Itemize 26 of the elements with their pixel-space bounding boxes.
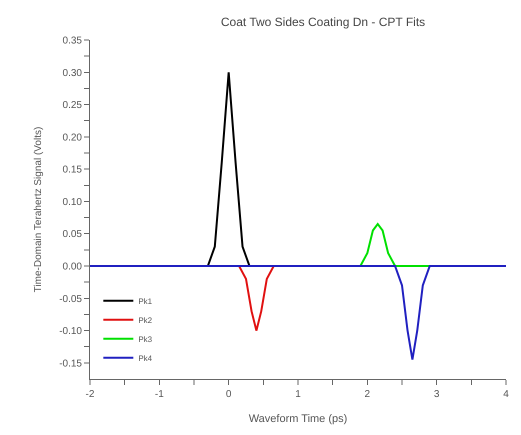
x-tick-label: 2 bbox=[364, 389, 371, 400]
legend-label: Pk4 bbox=[138, 354, 153, 363]
line-series bbox=[90, 265, 506, 361]
x-tick-label: 1 bbox=[295, 389, 302, 400]
x-tick-label: -1 bbox=[154, 389, 164, 400]
x-axis-title: Waveform Time (ps) bbox=[248, 413, 348, 426]
chart-title: Coat Two Sides Coating Dn - CPT Fits bbox=[220, 14, 426, 29]
y-tick-label: -0.10 bbox=[59, 326, 82, 338]
legend-label: Pk3 bbox=[138, 334, 153, 344]
y-tick-label: 0.10 bbox=[62, 196, 82, 208]
y-tick-label: 0.20 bbox=[62, 132, 82, 144]
x-tick-label: -2 bbox=[86, 389, 95, 400]
legend-label: Pk2 bbox=[138, 316, 153, 325]
y-axis-title: Time-Domain Terahertz Signal (Volts) bbox=[33, 126, 44, 292]
legend-label: Pk1 bbox=[138, 296, 153, 306]
y-tick-label: 0.15 bbox=[62, 164, 82, 176]
y-tick-label: 0.25 bbox=[62, 100, 82, 112]
y-tick-label: 0.35 bbox=[62, 36, 82, 46]
x-tick-label: 0 bbox=[226, 389, 232, 400]
y-tick-label: 0.00 bbox=[62, 262, 82, 272]
y-tick-label: 0.30 bbox=[62, 68, 82, 79]
x-tick-label: 3 bbox=[434, 389, 440, 400]
y-tick-label: -0.05 bbox=[59, 294, 82, 305]
y-tick-label: 0.05 bbox=[62, 229, 82, 240]
y-tick-label: -0.15 bbox=[59, 358, 82, 370]
x-tick-label: 4 bbox=[503, 389, 510, 400]
